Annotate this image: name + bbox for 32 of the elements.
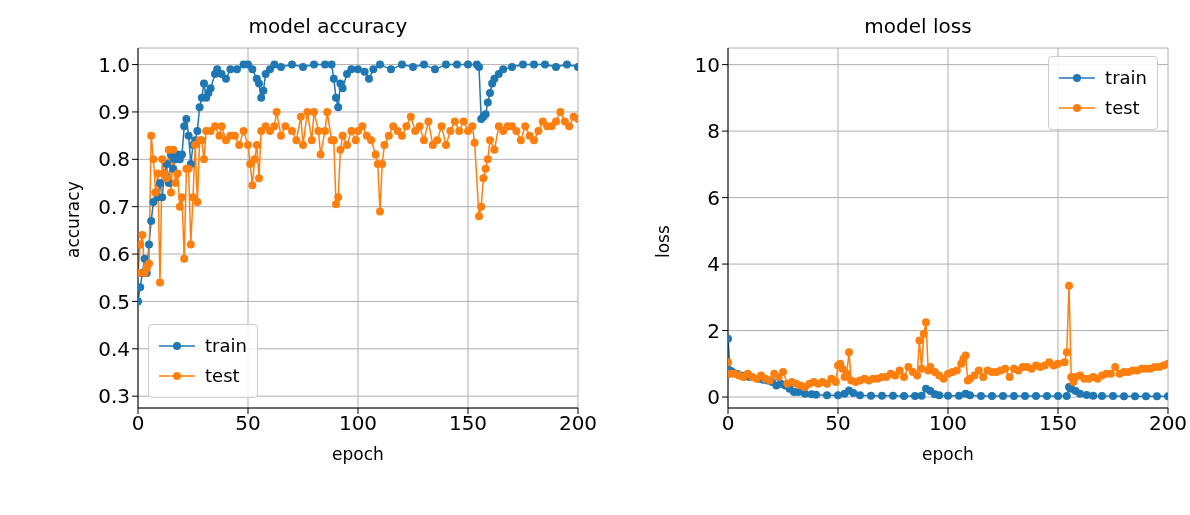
y-tick-label: 1.0	[98, 52, 130, 77]
x-tick-label: 100	[928, 411, 968, 436]
x-tick-label: 200	[1148, 411, 1188, 436]
x-tick-label: 150	[448, 411, 488, 436]
x-tick-label: 50	[235, 411, 261, 436]
y-tick-label: 8	[707, 119, 720, 144]
x-axis-title: epoch	[332, 444, 384, 464]
y-axis-title: accuracy	[63, 181, 84, 258]
legend-label: train	[1105, 66, 1147, 90]
y-tick-label: 2	[707, 318, 720, 343]
x-tick-label: 100	[338, 411, 378, 436]
x-tick-label: 200	[558, 411, 598, 436]
chart-title: model loss	[863, 14, 973, 38]
y-axis-title: loss	[653, 225, 674, 258]
y-tick-label: 0.8	[98, 147, 130, 172]
x-tick-label: 150	[1038, 411, 1078, 436]
y-tick-label: 4	[707, 252, 720, 277]
legend-label: test	[1105, 96, 1140, 120]
y-tick-label: 0.3	[98, 384, 130, 409]
y-tick-label: 0.4	[98, 336, 130, 361]
y-tick-label: 6	[707, 185, 720, 210]
y-tick-label: 0.9	[98, 100, 130, 125]
chart-title: model accuracy	[247, 14, 409, 38]
x-axis-title: epoch	[922, 444, 974, 464]
legend-label: train	[205, 334, 247, 358]
legend-label: test	[205, 364, 240, 388]
x-tick-label: 50	[825, 411, 851, 436]
y-tick-label: 0.5	[98, 289, 130, 314]
y-tick-label: 0.7	[98, 194, 130, 219]
y-tick-label: 10	[694, 52, 720, 77]
y-tick-label: 0	[707, 385, 720, 410]
y-tick-label: 0.6	[98, 242, 130, 267]
